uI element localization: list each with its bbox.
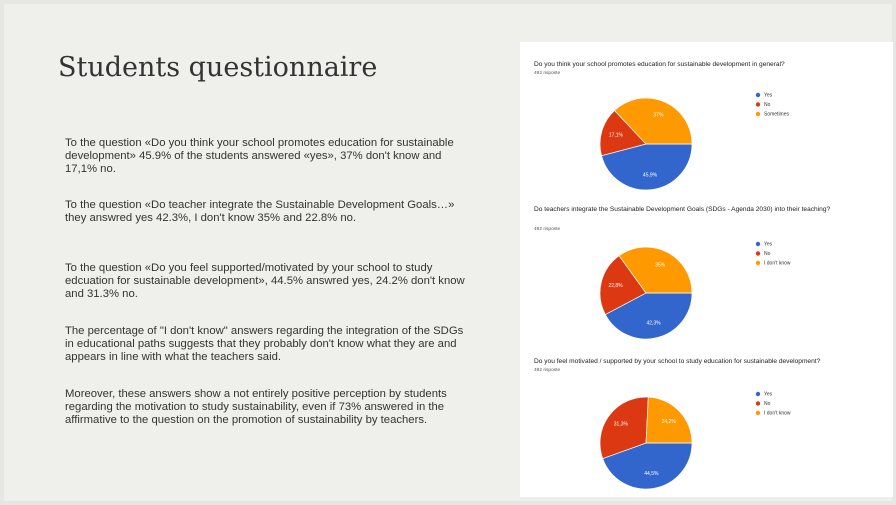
slice-label: 31,3% bbox=[614, 422, 629, 428]
pie-chart: 42,3% 22,8% 35% Yes No I don't know bbox=[599, 241, 791, 340]
legend-label: I don't know bbox=[764, 260, 791, 266]
legend-label: Sometimes bbox=[764, 111, 790, 117]
paragraph: The percentage of "I don't know" answers… bbox=[65, 325, 464, 363]
chart-subtitle: 492 risposte bbox=[534, 227, 561, 232]
slice-label: 17,1% bbox=[609, 133, 624, 139]
slice-label: 45,9% bbox=[643, 172, 658, 178]
legend-swatch bbox=[755, 260, 761, 266]
slice-label: 44,5% bbox=[644, 471, 659, 477]
legend-swatch bbox=[755, 391, 761, 397]
chart-title: Do teachers integrate the Sustainable De… bbox=[534, 206, 831, 213]
legend-swatch bbox=[755, 111, 761, 117]
pie-chart: 44,5% 31,3% 24,2% Yes No I don't know bbox=[599, 391, 791, 490]
chart-title: Do you think your school promotes educat… bbox=[534, 61, 785, 68]
legend-swatch bbox=[755, 401, 761, 406]
slice-label: 22,8% bbox=[608, 283, 623, 289]
pie-slice bbox=[602, 442, 693, 490]
pie-slice bbox=[614, 97, 693, 145]
legend-label: I don't know bbox=[764, 410, 791, 416]
slide: Students questionnaire Do you think your… bbox=[4, 4, 893, 501]
pie-slice bbox=[601, 143, 693, 191]
slice-label: 24,2% bbox=[662, 419, 677, 425]
legend-swatch bbox=[755, 241, 761, 247]
slice-label: 37% bbox=[653, 113, 664, 119]
paragraph: To the question «Do teacher integrate th… bbox=[65, 199, 455, 224]
paragraph: To the question «Do you feel supported/m… bbox=[65, 262, 465, 300]
legend-swatch bbox=[755, 251, 761, 256]
slice-label: 42,3% bbox=[646, 321, 661, 327]
pie-chart: 45,9% 17,1% 37% Yes No Sometimes bbox=[599, 92, 790, 191]
legend-label: Yes bbox=[764, 391, 773, 397]
pie-slice bbox=[604, 292, 693, 340]
pie-slice bbox=[645, 396, 693, 444]
chart-title: Do you feel motivated / supported by you… bbox=[534, 358, 821, 365]
legend-swatch bbox=[755, 102, 761, 107]
pie-slice bbox=[599, 109, 647, 157]
paragraph: Moreover, these answers show a not entir… bbox=[65, 388, 447, 426]
pie-slice bbox=[599, 255, 647, 315]
legend-swatch bbox=[755, 410, 761, 416]
chart-subtitle: 492 risposte bbox=[534, 368, 561, 373]
pie-slice bbox=[599, 396, 649, 460]
legend-label: No bbox=[764, 401, 771, 407]
pie-slice bbox=[618, 246, 693, 294]
legend-label: No bbox=[764, 251, 771, 257]
charts-panel: Do you think your school promotes educat… bbox=[520, 42, 893, 497]
legend-label: Yes bbox=[764, 92, 773, 98]
slice-label: 35% bbox=[655, 262, 666, 268]
legend-label: No bbox=[764, 102, 771, 108]
legend-label: Yes bbox=[764, 241, 773, 247]
slide-title: Students questionnaire bbox=[58, 52, 378, 83]
paragraph: To the question «Do you think your schoo… bbox=[65, 137, 454, 175]
chart-subtitle: 492 risposte bbox=[534, 71, 561, 76]
legend-swatch bbox=[755, 92, 761, 98]
